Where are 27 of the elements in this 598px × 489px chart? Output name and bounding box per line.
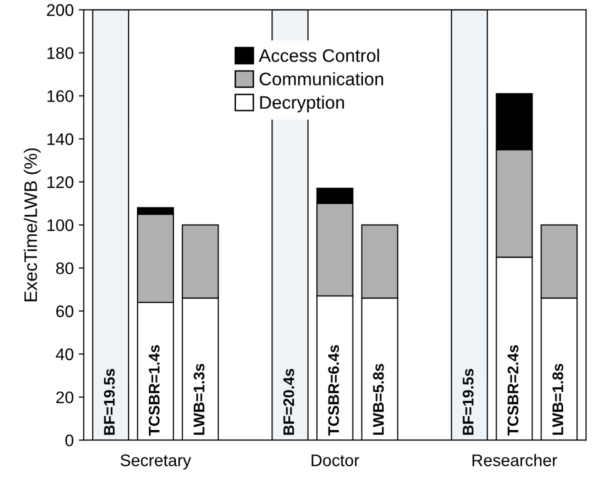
y-tick-label: 60 bbox=[56, 305, 74, 318]
y-tick-label: 160 bbox=[47, 90, 74, 102]
legend-label: Access Control bbox=[258, 48, 379, 62]
y-tick-label: 0 bbox=[65, 434, 74, 446]
annotation: LWB=1.3s bbox=[194, 364, 204, 435]
legend-label: Communication bbox=[260, 72, 384, 86]
y-tick-label: 200 bbox=[47, 4, 74, 16]
legend-label: Decryption bbox=[260, 96, 344, 112]
annotation: TCSBR=6.4s bbox=[328, 345, 339, 436]
annotation: BF=19.5s bbox=[462, 368, 474, 435]
x-tick-label: Doctor bbox=[312, 454, 360, 466]
annotation: TCSBR=2.4s bbox=[508, 345, 518, 436]
annotation: TCSBR=1.4s bbox=[148, 345, 160, 436]
y-tick-label: 80 bbox=[56, 262, 74, 274]
x-tick-label: Researcher bbox=[472, 454, 558, 466]
y-tick-label: 180 bbox=[47, 47, 74, 60]
x-tick-label: Secretary bbox=[120, 454, 192, 470]
y-tick-label: 100 bbox=[47, 219, 74, 232]
y-tick-label: 120 bbox=[47, 176, 74, 188]
annotation: LWB=5.8s bbox=[373, 364, 384, 435]
annotation: BF=19.5s bbox=[104, 368, 115, 435]
y-tick-label: 20 bbox=[56, 391, 74, 404]
annotation: BF=20.4s bbox=[283, 368, 294, 435]
y-tick-label: 40 bbox=[56, 348, 74, 360]
y-axis-title: ExecTime/LWB (%) bbox=[24, 148, 41, 302]
y-tick-label: 140 bbox=[47, 133, 74, 146]
annotation: LWB=1.8s bbox=[552, 364, 564, 435]
